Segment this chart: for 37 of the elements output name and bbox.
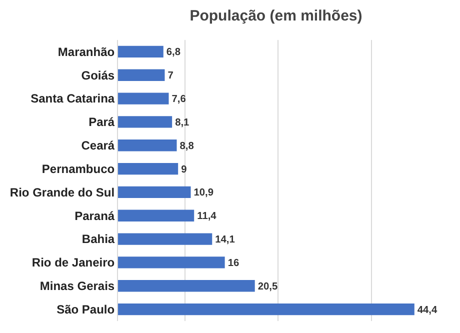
bar xyxy=(118,46,164,58)
data-label: 9 xyxy=(181,164,188,176)
data-label: 20,5 xyxy=(258,281,278,292)
data-label: 7,6 xyxy=(172,94,186,106)
bar xyxy=(118,116,172,128)
bar xyxy=(118,303,414,316)
y-tick-label: Minas Gerais xyxy=(40,279,115,294)
data-label: 16 xyxy=(228,258,240,269)
y-tick-label: Santa Catarina xyxy=(30,92,115,106)
bar xyxy=(118,162,178,175)
bar xyxy=(118,92,169,104)
y-tick-label: São Paulo xyxy=(56,302,115,316)
bar xyxy=(118,280,255,292)
y-tick-label: Goiás xyxy=(81,68,115,82)
y-tick-label: Maranhão xyxy=(58,44,115,59)
data-label: 44,4 xyxy=(417,304,438,316)
y-tick-label: Rio de Janeiro xyxy=(32,256,115,270)
data-label: 8,1 xyxy=(175,117,190,128)
bar xyxy=(118,256,225,268)
bar xyxy=(118,233,212,245)
bar xyxy=(118,140,177,152)
y-tick-label: Pará xyxy=(88,115,115,130)
bar xyxy=(118,186,191,198)
y-tick-label: Rio Grande do Sul xyxy=(10,185,115,200)
bar xyxy=(118,210,194,222)
data-label: 7 xyxy=(168,70,174,82)
data-label: 6,8 xyxy=(166,47,181,58)
y-tick-label: Pernambuco xyxy=(42,162,115,176)
y-tick-label: Paraná xyxy=(74,208,115,223)
chart-title: População (em milhões) xyxy=(190,7,362,24)
data-label: 10,9 xyxy=(194,188,214,199)
bar xyxy=(118,69,165,81)
y-tick-label: Bahia xyxy=(82,232,115,246)
data-label: 14,1 xyxy=(215,234,236,246)
data-label: 8,8 xyxy=(180,140,194,152)
data-label: 11,4 xyxy=(197,211,217,222)
y-tick-label: Ceará xyxy=(81,138,115,153)
